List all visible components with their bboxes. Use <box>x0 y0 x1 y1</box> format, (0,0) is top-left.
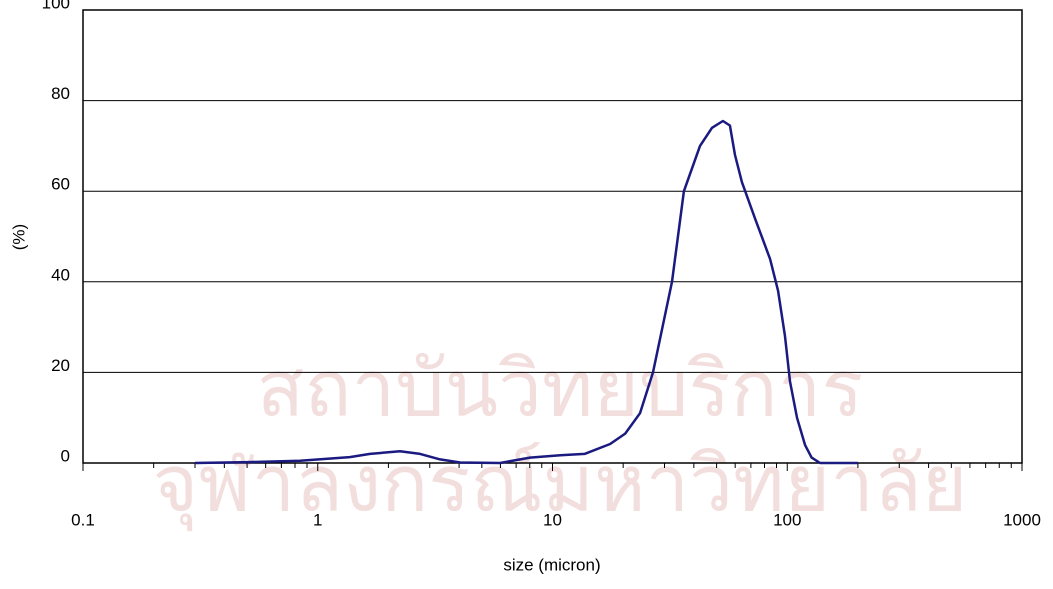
x-tick-label: 0.1 <box>71 510 95 529</box>
y-tick-label: 40 <box>51 265 70 284</box>
x-axis-title: size (micron) <box>503 555 600 574</box>
watermark: สถาบันวิทยบริการ <box>257 345 864 433</box>
y-axis-title: (%) <box>9 224 28 250</box>
x-tick-label: 1 <box>313 510 322 529</box>
chart: สถาบันวิทยบริการ จุฬาลงกรณ์มหาวิทยาลัย s… <box>0 0 1053 584</box>
x-tick-label: 100 <box>773 510 801 529</box>
x-tick-label: 10 <box>543 510 562 529</box>
y-tick-label: 0 <box>61 446 70 465</box>
y-tick-label: 100 <box>42 0 70 12</box>
y-tick-label: 60 <box>51 175 70 194</box>
y-tick-label: 80 <box>51 84 70 103</box>
y-tick-label: 20 <box>51 356 70 375</box>
x-tick-label: 1000 <box>1003 510 1041 529</box>
